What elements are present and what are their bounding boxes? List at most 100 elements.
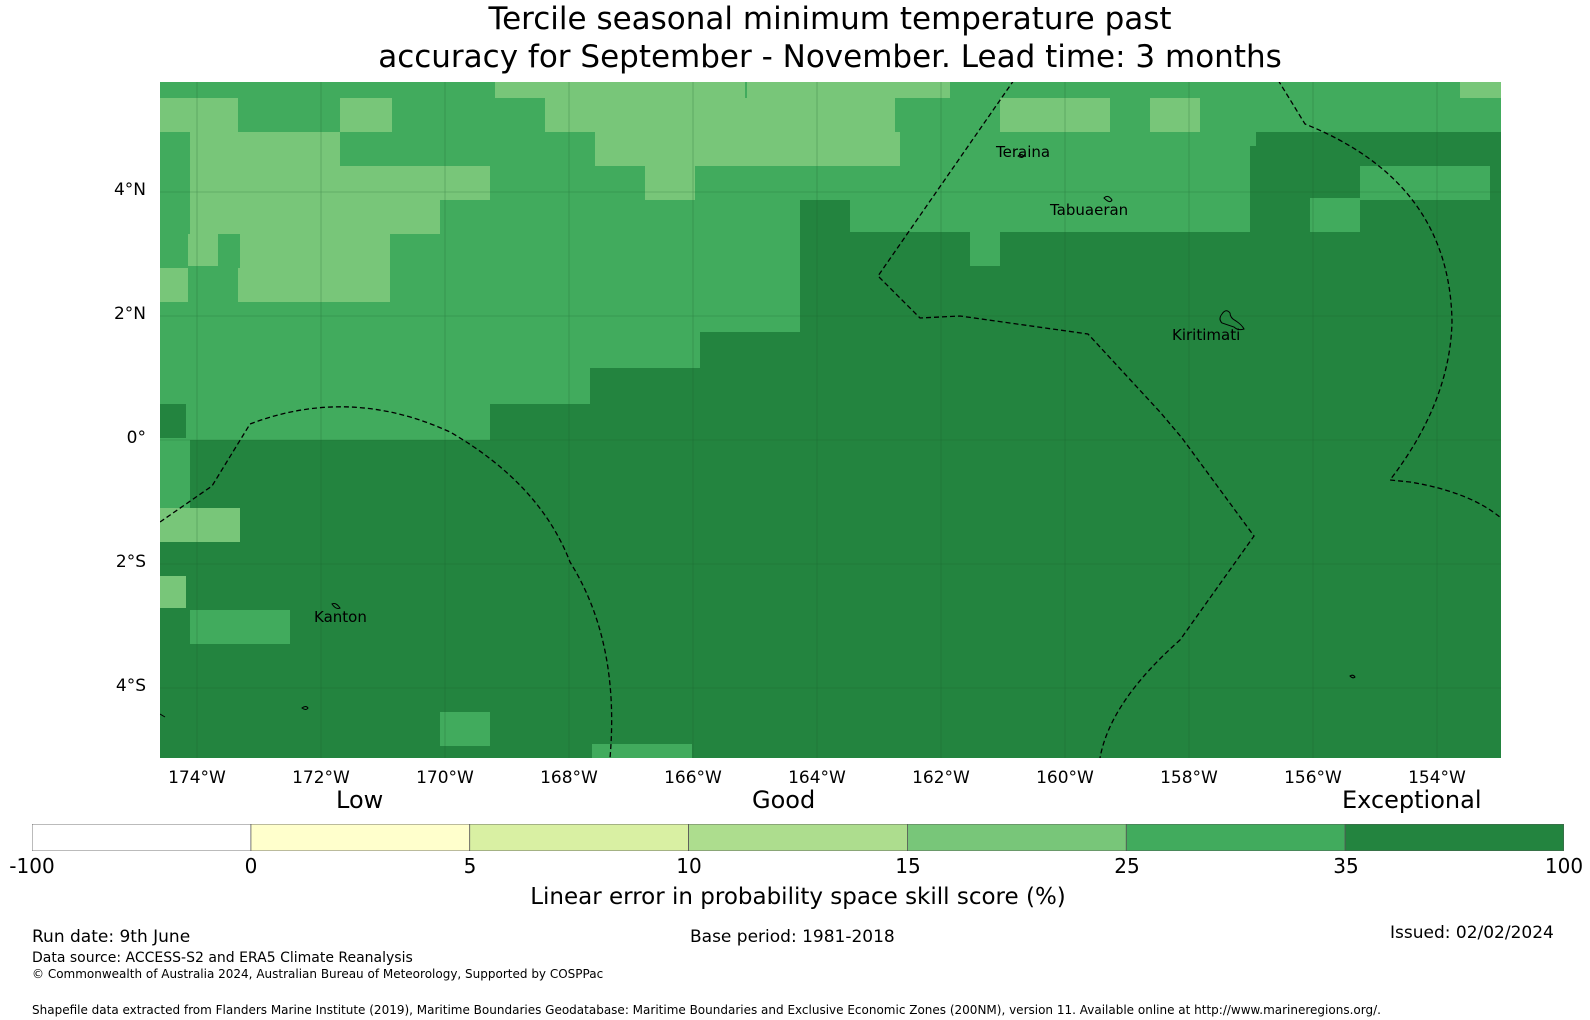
colorbar-title: Linear error in probability space skill …	[530, 884, 1066, 910]
skill-cell	[160, 440, 190, 476]
colorbar-segment	[32, 824, 252, 851]
island-small-1	[301, 706, 309, 710]
skill-cell	[160, 474, 190, 508]
colorbar-tick: 15	[895, 854, 921, 878]
lat-label-2n: 2°N	[113, 304, 146, 324]
lat-label-4n: 4°N	[113, 180, 146, 200]
colorbar-tick: 5	[463, 854, 477, 878]
skill-cell	[495, 82, 745, 98]
skill-cell	[540, 200, 590, 234]
island-small-2	[1349, 674, 1356, 679]
colorbar-tick: 10	[676, 854, 702, 878]
skill-cell	[800, 200, 850, 234]
skill-cell	[190, 610, 290, 644]
skill-cell	[970, 232, 1000, 266]
eez-boundaries	[160, 82, 1501, 758]
lon-label-174w: 174°W	[168, 768, 226, 788]
colorbar-segment	[688, 824, 908, 851]
skill-cell	[850, 82, 950, 98]
chart-title: Tercile seasonal minimum temperature pas…	[160, 0, 1500, 76]
shapefile-credit: Shapefile data extracted from Flanders M…	[32, 1003, 1381, 1017]
eez-boundary-kiritimati-arc	[1278, 82, 1501, 519]
skill-cell	[190, 132, 340, 166]
skill-cell	[188, 234, 218, 266]
eez-boundary-line-islands-north	[877, 82, 1255, 758]
lon-label-164w: 164°W	[788, 768, 846, 788]
island-kanton	[331, 603, 341, 609]
run-date: Run date: 9th June	[32, 927, 191, 947]
skill-map: Teraina Tabuaeran Kiritimati Kanton	[160, 82, 1501, 758]
skill-cell	[188, 268, 238, 302]
skill-cell	[160, 404, 186, 438]
lon-label-172w: 172°W	[292, 768, 350, 788]
skill-cell	[160, 508, 240, 542]
colorbar-segment	[1125, 824, 1346, 851]
skill-cell	[340, 98, 392, 132]
island-small-3	[160, 713, 166, 718]
skill-cell	[160, 98, 238, 132]
place-tabuaeran: Tabuaeran	[1049, 201, 1128, 219]
skill-cell	[190, 166, 490, 200]
lon-label-162w: 162°W	[912, 768, 970, 788]
skill-cell	[160, 132, 188, 198]
skill-cell	[1150, 98, 1200, 132]
legend-category-exceptional: Exceptional	[1342, 786, 1482, 814]
skill-cell	[440, 234, 490, 268]
skill-cell	[160, 368, 590, 404]
issued-date: Issued: 02/02/2024	[1390, 923, 1554, 943]
copyright: © Commonwealth of Australia 2024, Austra…	[32, 967, 604, 981]
islands	[160, 154, 1356, 718]
place-kanton: Kanton	[314, 608, 367, 626]
skill-cell	[1060, 98, 1110, 132]
colorbar-tick: -100	[9, 854, 55, 878]
skill-cell	[190, 200, 440, 234]
lon-label-170w: 170°W	[416, 768, 474, 788]
title-line-1: Tercile seasonal minimum temperature pas…	[488, 1, 1172, 37]
place-teraina: Teraina	[995, 143, 1050, 161]
island-teraina	[1017, 154, 1025, 158]
legend-category-low: Low	[336, 786, 384, 814]
skill-cell	[545, 98, 895, 132]
lat-label-4s: 4°S	[115, 676, 146, 696]
skill-cell	[540, 268, 590, 302]
place-kiritimati: Kiritimati	[1172, 326, 1240, 344]
skill-cell	[1250, 166, 1300, 232]
lon-label-160w: 160°W	[1036, 768, 1094, 788]
lat-label-2s: 2°S	[115, 552, 146, 572]
colorbar-segment	[469, 824, 690, 851]
lon-label-166w: 166°W	[664, 768, 722, 788]
skill-cell	[160, 404, 490, 440]
colorbar-tick: 25	[1114, 854, 1140, 878]
skill-cell	[1440, 166, 1490, 200]
colorbar-tick: 35	[1333, 854, 1359, 878]
skill-cell	[240, 234, 390, 268]
gridlines	[160, 82, 1501, 758]
base-period: Base period: 1981-2018	[690, 927, 895, 947]
colorbar-tick: 100	[1544, 854, 1584, 878]
skill-cell	[440, 712, 490, 746]
colorbar-segment	[1344, 824, 1564, 851]
skill-cell	[595, 132, 900, 166]
skill-cell	[1256, 132, 1501, 166]
lon-label-168w: 168°W	[540, 768, 598, 788]
island-tabuaeran	[1103, 195, 1113, 203]
island-kiritimati	[1219, 310, 1245, 331]
colorbar-segment	[250, 824, 471, 851]
lon-label-156w: 156°W	[1284, 768, 1342, 788]
lat-label-0: 0°	[126, 428, 146, 448]
skill-cell	[1310, 198, 1360, 232]
skill-cell	[645, 166, 695, 200]
place-labels: Teraina Tabuaeran Kiritimati Kanton	[314, 143, 1240, 626]
skill-cell	[160, 576, 186, 608]
skill-cell	[1120, 132, 1250, 232]
skill-cell	[590, 304, 640, 338]
skill-cell	[1460, 82, 1501, 98]
data-source: Data source: ACCESS-S2 and ERA5 Climate …	[32, 950, 413, 966]
lon-label-154w: 154°W	[1408, 768, 1466, 788]
skill-cell	[592, 744, 692, 758]
lon-label-158w: 158°W	[1160, 768, 1218, 788]
skill-cells	[160, 82, 1501, 758]
colorbar-tick: 0	[244, 854, 258, 878]
title-line-2: accuracy for September - November. Lead …	[378, 39, 1282, 75]
eez-boundary-phoenix-arc	[160, 406, 613, 758]
